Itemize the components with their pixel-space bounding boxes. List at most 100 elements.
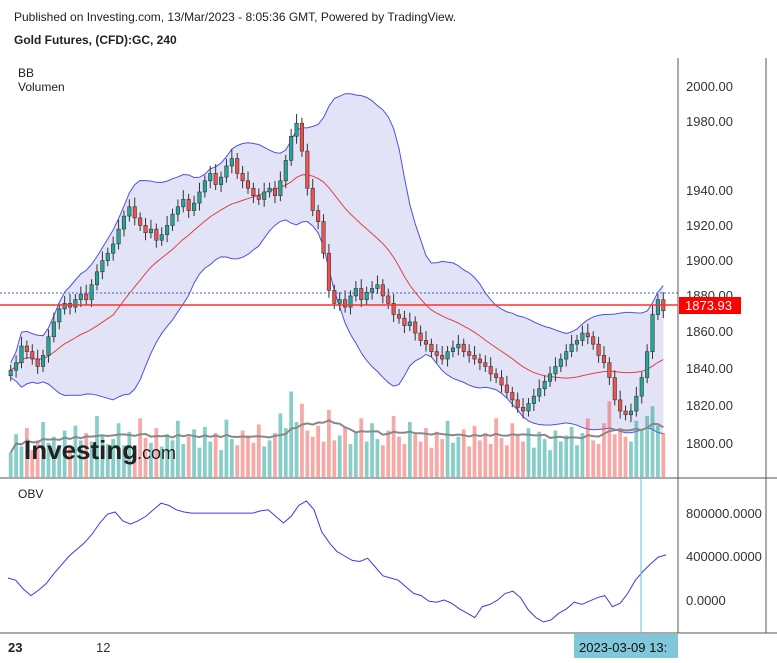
price-tick: 1980.00: [686, 114, 733, 129]
volume-bar: [316, 425, 321, 477]
candle-up: [558, 358, 563, 367]
volume-bar: [607, 401, 612, 477]
volume-ma-line: [9, 419, 664, 454]
volume-indicator-label[interactable]: Volumen: [18, 80, 65, 94]
candle-down: [332, 290, 337, 304]
volume-bar: [553, 430, 558, 477]
volume-bar: [618, 428, 623, 477]
volume-bar: [629, 441, 633, 477]
candle-down: [245, 180, 251, 189]
candle-up: [580, 332, 585, 341]
candle-down: [256, 195, 261, 200]
candle-down: [186, 199, 191, 211]
bb-indicator-label[interactable]: BB: [18, 66, 35, 80]
candle-down: [413, 321, 418, 334]
candle-down: [391, 303, 396, 315]
bb-basis-line: [10, 174, 664, 379]
volume-bar: [375, 439, 380, 477]
candle-up: [170, 213, 175, 226]
investing-watermark-suffix: .com: [137, 443, 176, 463]
volume-bar: [494, 418, 498, 477]
volume-bar: [289, 391, 294, 477]
volume-bar: [461, 429, 466, 477]
volume-bar: [149, 442, 153, 477]
volume-bar: [256, 424, 261, 477]
volume-bar: [612, 434, 617, 477]
volume-bar: [397, 436, 401, 477]
candle-down: [596, 343, 601, 356]
candle-up: [574, 340, 580, 345]
candle-up: [219, 176, 224, 185]
volume-bar: [159, 446, 164, 477]
candle-down: [84, 293, 89, 300]
volume-bar: [51, 436, 56, 477]
volume-bar: [602, 423, 606, 477]
candle-up: [57, 308, 62, 323]
candle-down: [477, 358, 482, 364]
cursor-time-badge: [574, 634, 678, 658]
candle-down: [601, 355, 607, 364]
volume-bar: [445, 420, 450, 477]
volume-bar: [472, 425, 477, 477]
candle-down: [504, 384, 509, 393]
volume-bar: [262, 446, 267, 477]
volume-bar: [429, 447, 434, 477]
volume-bar: [639, 430, 644, 477]
volume-bar: [224, 419, 229, 477]
candle-down: [310, 187, 315, 211]
volume-bar: [19, 446, 24, 477]
volume-bar: [418, 441, 423, 477]
candle-up: [14, 362, 19, 371]
obv-tick: 800000.0000: [686, 506, 762, 521]
published-caption: Published on Investing.com, 13/Mar/2023 …: [14, 10, 457, 24]
volume-bar: [57, 445, 62, 477]
candle-up: [46, 336, 51, 356]
volume-bar: [8, 452, 13, 477]
candle-down: [316, 210, 321, 222]
volume-bar: [219, 450, 223, 477]
volume-bar: [521, 441, 525, 477]
volume-bar: [359, 418, 364, 477]
candle-down: [24, 345, 29, 352]
volume-bar: [267, 440, 272, 477]
candle-up: [127, 206, 132, 217]
candle-down: [515, 399, 520, 408]
volume-bar: [202, 426, 207, 477]
candle-down: [434, 351, 439, 356]
obv-indicator-label[interactable]: OBV: [18, 487, 44, 501]
volume-bar: [24, 428, 29, 477]
candle-down: [305, 150, 310, 189]
candle-down: [483, 362, 488, 367]
candle-down: [213, 173, 218, 185]
volume-bar: [14, 434, 18, 477]
volume-bar: [424, 428, 428, 477]
volume-bar: [488, 444, 493, 477]
volume-bar: [661, 433, 666, 477]
candle-up: [116, 228, 121, 245]
candle-up: [456, 343, 461, 349]
price-tick: 1920.00: [686, 218, 733, 233]
volume-bar: [278, 413, 283, 477]
candle-down: [154, 228, 159, 241]
volume-bar: [30, 450, 35, 477]
volume-bar: [634, 420, 639, 477]
candle-up: [78, 293, 83, 300]
volume-bar: [542, 439, 547, 477]
candle-up: [645, 351, 650, 378]
volume-bar: [127, 431, 132, 477]
candle-down: [132, 206, 137, 219]
time-label: 12: [96, 640, 110, 655]
candle-down: [326, 252, 331, 291]
volume-bar: [46, 442, 51, 477]
candle-up: [375, 284, 380, 289]
volume-bar: [283, 428, 288, 477]
volume-bar: [386, 430, 391, 477]
volume-bar: [300, 403, 304, 477]
obv-tick: 400000.0000: [686, 549, 762, 564]
candle-down: [143, 225, 148, 234]
candle-up: [542, 381, 547, 390]
volume-bar: [116, 423, 121, 477]
candle-up: [89, 284, 94, 300]
candle-up: [51, 321, 56, 338]
